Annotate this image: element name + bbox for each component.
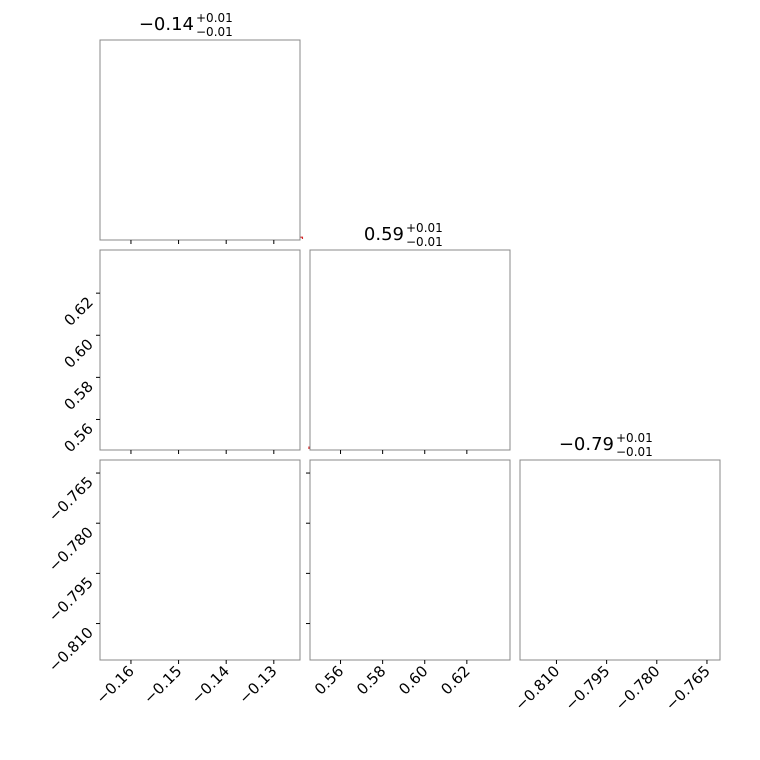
title-minus-0: −0.01: [196, 25, 233, 39]
title-plus-2: +0.01: [616, 431, 653, 445]
panels: −0.14 +0.01−0.010.59 +0.01−0.01−0.79 +0.01−…: [45, 11, 721, 714]
title-value-0: −0.14: [139, 14, 194, 35]
title-minus-2: −0.01: [616, 445, 653, 459]
title-value-1: 0.59: [364, 224, 404, 245]
hist-panel-0-border: [99, 39, 301, 241]
hist-title-2: −0.79 +0.01−0.01: [559, 431, 653, 459]
scatter-panel-2-1-border: [309, 459, 511, 661]
title-plus-0: +0.01: [196, 11, 233, 25]
hist-title-0: −0.14 +0.01−0.01: [139, 11, 233, 39]
title-minus-1: −0.01: [406, 235, 443, 249]
title-plus-1: +0.01: [406, 221, 443, 235]
scatter-panel-2-1-background: [310, 460, 510, 660]
hist-title-1: 0.59 +0.01−0.01: [364, 221, 443, 249]
title-value-2: −0.79: [559, 434, 614, 455]
hist-panel-1-border: [309, 249, 511, 451]
scatter-panel-2-0-border: [99, 459, 301, 661]
hist-panel-2-background: [520, 460, 720, 660]
hist-panel-1-background: [310, 250, 510, 450]
scatter-panel-1-0-background: [100, 250, 300, 450]
scatter-panel-1-0-border: [99, 249, 301, 451]
hist-panel-2-border: [519, 459, 721, 661]
scatter-panel-2-0-background: [100, 460, 300, 660]
hist-panel-0-background: [100, 40, 300, 240]
